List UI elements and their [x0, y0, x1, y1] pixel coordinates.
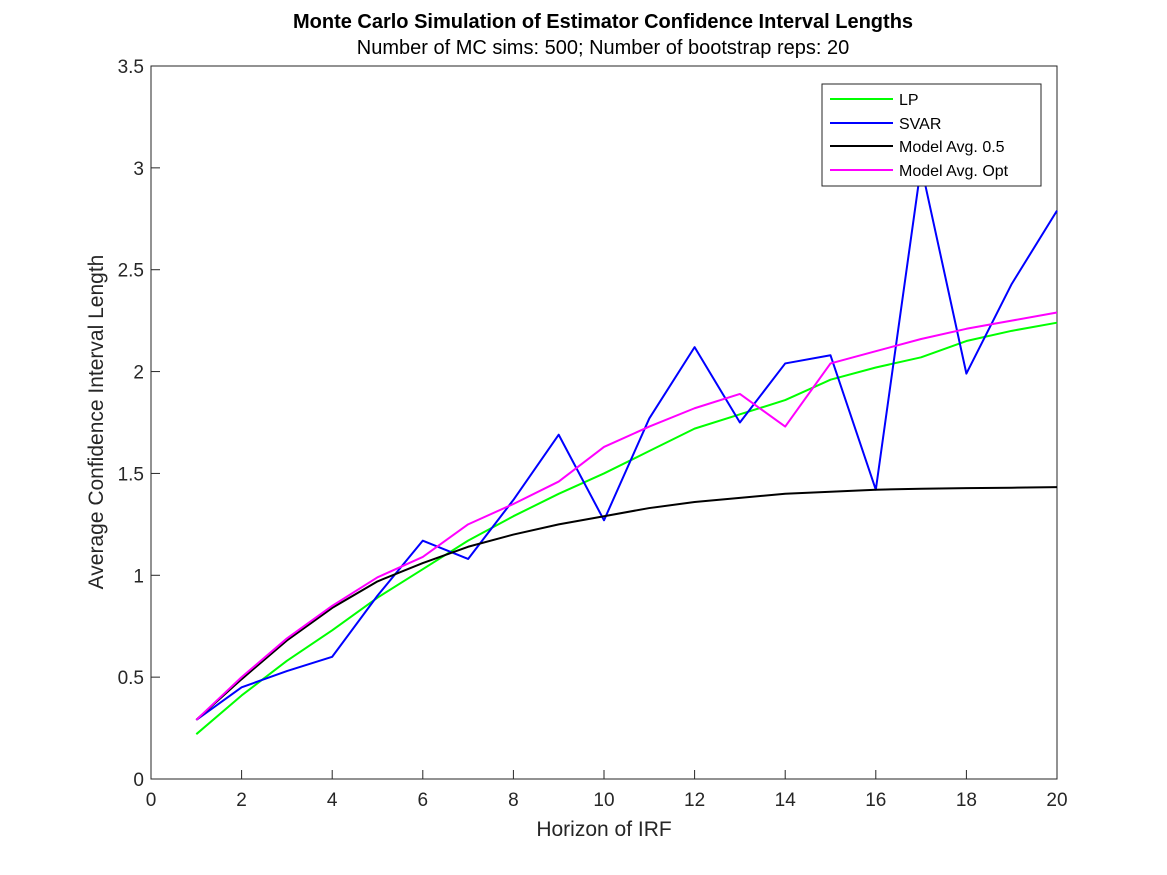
x-tick-label: 16 — [865, 790, 886, 811]
y-tick-label: 2.5 — [118, 261, 144, 282]
legend-label-lp: LP — [899, 92, 919, 109]
x-axis-label: Horizon of IRF — [536, 818, 671, 841]
y-tick-label: 3.5 — [118, 57, 144, 78]
y-tick-label: 0.5 — [118, 668, 144, 689]
legend-label-model-avg-05: Model Avg. 0.5 — [899, 139, 1005, 156]
chart-title: Monte Carlo Simulation of Estimator Conf… — [293, 11, 913, 33]
x-tick-label: 20 — [1046, 790, 1067, 811]
x-tick-label: 10 — [593, 790, 614, 811]
legend: LP SVAR Model Avg. 0.5 Model Avg. Opt — [821, 83, 1042, 187]
legend-label-svar: SVAR — [899, 116, 941, 133]
y-tick-label: 1 — [133, 566, 144, 587]
x-tick-label: 8 — [508, 790, 519, 811]
y-axis-ticks: 0 0.5 1 1.5 2 2.5 3 3.5 — [118, 57, 160, 791]
series-lines — [195, 164, 1058, 735]
x-tick-label: 18 — [956, 790, 977, 811]
y-tick-label: 1.5 — [118, 464, 144, 485]
x-tick-label: 6 — [418, 790, 429, 811]
x-tick-label: 12 — [684, 790, 705, 811]
x-tick-label: 4 — [327, 790, 338, 811]
y-tick-label: 2 — [133, 363, 144, 384]
y-tick-label: 3 — [133, 159, 144, 180]
x-tick-label: 0 — [146, 790, 157, 811]
x-tick-label: 14 — [775, 790, 797, 811]
series-line-lp — [195, 321, 1058, 735]
x-tick-label: 2 — [236, 790, 247, 811]
series-line-svar — [195, 164, 1058, 721]
y-tick-label: 0 — [133, 770, 144, 791]
legend-label-model-avg-opt: Model Avg. Opt — [899, 163, 1009, 180]
chart-subtitle: Number of MC sims: 500; Number of bootst… — [357, 37, 849, 59]
series-line-model-avg-opt — [195, 311, 1058, 721]
series-line-model-avg-05 — [195, 486, 1058, 721]
y-axis-label: Average Confidence Interval Length — [85, 255, 108, 590]
x-axis-ticks: 0 2 4 6 8 10 12 14 16 18 20 — [146, 770, 1068, 811]
